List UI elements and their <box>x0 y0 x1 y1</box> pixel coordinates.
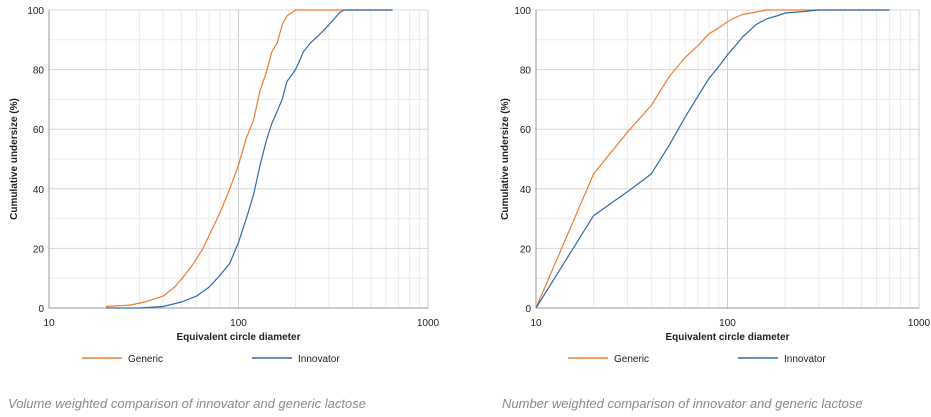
legend-label-innovator: Innovator <box>784 354 826 365</box>
y-tick-label: 20 <box>33 244 45 255</box>
legend-label-generic: Generic <box>614 354 649 365</box>
y-tick-label: 80 <box>33 66 45 77</box>
legend-label-innovator: Innovator <box>298 354 340 365</box>
y-tick-label: 60 <box>520 125 532 136</box>
y-tick-label: 80 <box>520 66 532 77</box>
x-tick-label: 10 <box>43 318 55 329</box>
x-axis-title: Equivalent circle diameter <box>666 332 790 343</box>
y-tick-label: 0 <box>38 304 44 315</box>
x-axis-title: Equivalent circle diameter <box>177 332 301 343</box>
series-line-innovator <box>535 9 890 309</box>
x-tick-label: 100 <box>719 318 736 329</box>
chart-caption: Volume weighted comparison of innovator … <box>8 396 366 411</box>
y-tick-label: 100 <box>514 6 531 17</box>
x-tick-label: 100 <box>230 318 247 329</box>
chart-caption: Number weighted comparison of innovator … <box>502 396 863 411</box>
legend-label-generic: Generic <box>128 354 163 365</box>
chart-1: 0 20 40 60 80 100 10 100 1000 Equivalent circle d… <box>8 6 440 411</box>
y-tick-label: 40 <box>520 185 532 196</box>
x-tick-label: 1000 <box>417 318 440 329</box>
y-tick-label: 40 <box>33 185 45 196</box>
y-tick-label: 60 <box>33 125 45 136</box>
chart-2: 0 20 40 60 80 100 10 100 1000 Equivalent circle d… <box>500 6 931 411</box>
y-tick-label: 100 <box>27 6 44 17</box>
series-line-generic <box>535 9 890 309</box>
series-line-generic <box>105 9 393 308</box>
series-line-innovator <box>106 9 393 309</box>
y-tick-label: 20 <box>520 244 532 255</box>
y-tick-label: 0 <box>525 304 531 315</box>
x-tick-label: 10 <box>530 318 542 329</box>
y-axis-title: Cumulative undersize (%) <box>500 98 511 220</box>
y-axis-title: Cumulative undersize (%) <box>9 98 20 220</box>
x-tick-label: 1000 <box>908 318 931 329</box>
